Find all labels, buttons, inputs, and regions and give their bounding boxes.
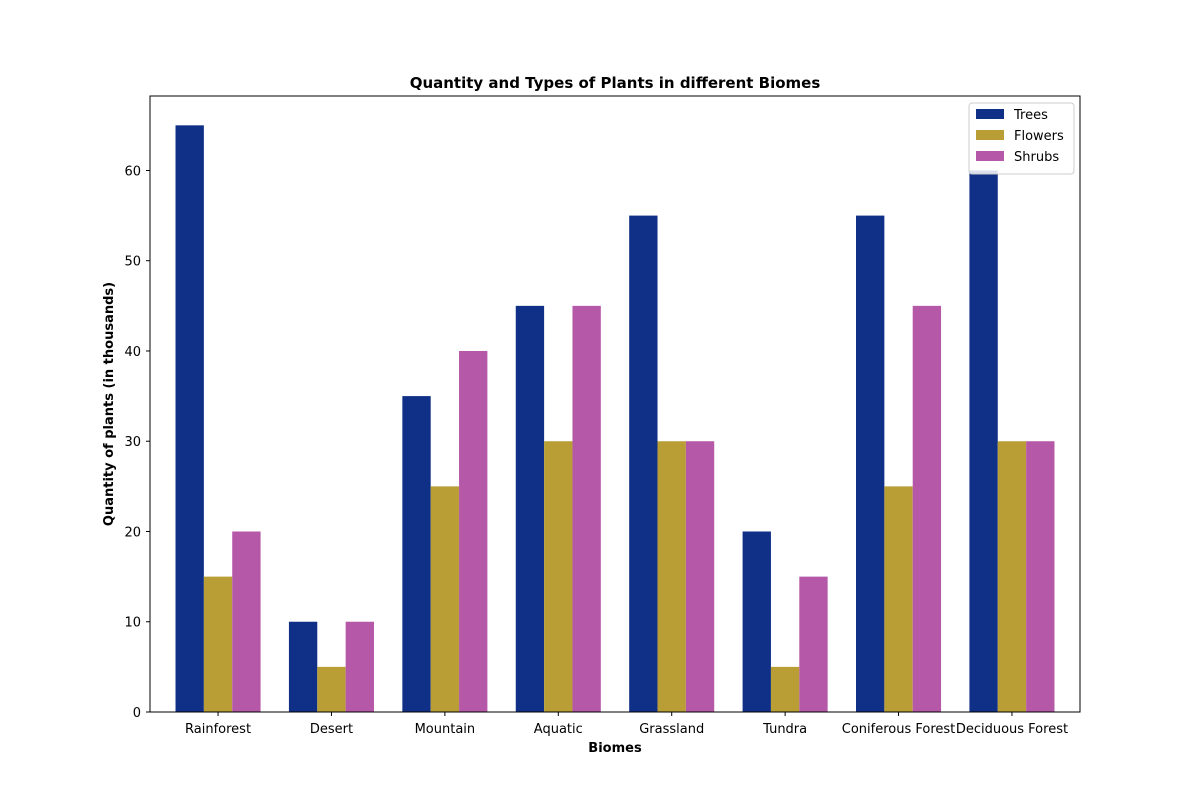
- y-tick-label: 50: [124, 255, 141, 270]
- y-tick-label: 20: [124, 525, 141, 540]
- legend-swatch-shrubs: [976, 151, 1004, 161]
- bar-flowers-deciduous-forest: [997, 441, 1027, 712]
- x-tick-label: Tundra: [762, 722, 807, 737]
- chart-title: Quantity and Types of Plants in differen…: [410, 74, 821, 92]
- bar-trees-aquatic: [515, 305, 545, 712]
- y-tick-label: 40: [124, 345, 141, 360]
- bar-flowers-grassland: [657, 441, 686, 712]
- bar-trees-desert: [288, 621, 318, 712]
- bar-flowers-desert: [317, 666, 346, 712]
- bar-shrubs-grassland: [685, 441, 715, 712]
- legend-label-trees: Trees: [1013, 108, 1048, 123]
- bar-shrubs-tundra: [799, 576, 828, 712]
- x-tick-label: Deciduous Forest: [956, 722, 1068, 737]
- bar-shrubs-desert: [345, 621, 374, 712]
- x-axis: Rainforest Desert Mountain Aquatic Grassland…: [185, 712, 1068, 737]
- bar-flowers-mountain: [430, 486, 460, 712]
- bar-shrubs-rainforest: [232, 531, 261, 712]
- bar-flowers-tundra: [770, 666, 800, 712]
- bar-flowers-rainforest: [203, 576, 233, 712]
- bar-shrubs-aquatic: [572, 305, 601, 712]
- y-tick-label: 60: [124, 164, 141, 179]
- bar-flowers-aquatic: [544, 441, 573, 712]
- legend-label-shrubs: Shrubs: [1014, 150, 1059, 165]
- bar-shrubs-coniferous-forest: [912, 305, 942, 712]
- y-tick-label: 0: [133, 706, 141, 721]
- x-tick-label: Desert: [310, 722, 353, 737]
- bar-trees-tundra: [742, 531, 771, 712]
- bar-flowers-coniferous-forest: [884, 486, 913, 712]
- y-tick-label: 30: [124, 435, 141, 450]
- bar-shrubs-mountain: [459, 350, 488, 712]
- plot-area-frame: [149, 95, 1081, 713]
- bar-trees-grassland: [629, 215, 658, 712]
- bars-layer: [175, 125, 1055, 712]
- bar-trees-coniferous-forest: [856, 215, 885, 712]
- x-tick-label: Aquatic: [534, 722, 583, 737]
- legend-swatch-trees: [976, 109, 1004, 119]
- legend: Trees Flowers Shrubs: [968, 102, 1075, 175]
- bar-trees-mountain: [402, 396, 431, 712]
- legend-label-flowers: Flowers: [1014, 129, 1064, 144]
- bar-shrubs-deciduous-forest: [1026, 441, 1055, 712]
- x-axis-label: Biomes: [588, 741, 642, 756]
- x-tick-label: Rainforest: [185, 722, 251, 737]
- y-axis-label: Quantity of plants (in thousands): [102, 282, 117, 526]
- y-axis: 0 10 20 30 40 50 60: [124, 164, 150, 721]
- legend-swatch-flowers: [976, 130, 1004, 140]
- bar-trees-rainforest: [175, 125, 204, 712]
- x-tick-label: Grassland: [639, 722, 704, 737]
- x-tick-label: Coniferous Forest: [842, 722, 956, 737]
- bar-trees-deciduous-forest: [969, 170, 998, 712]
- y-tick-label: 10: [124, 616, 141, 631]
- x-tick-label: Mountain: [415, 722, 476, 737]
